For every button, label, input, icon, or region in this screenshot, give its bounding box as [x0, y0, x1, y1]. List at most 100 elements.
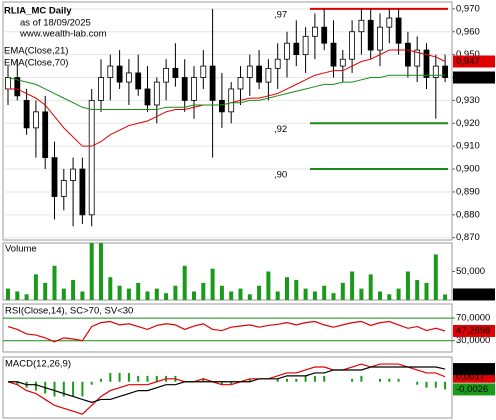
legend-entry: EMA(Close,21) [4, 46, 68, 57]
candle-body [265, 67, 272, 83]
level-label: ,90 [274, 170, 287, 181]
candle-body [116, 65, 123, 83]
candle-body [98, 77, 104, 101]
volume-bar [387, 294, 392, 300]
candle-body [153, 81, 160, 106]
volume-bar [340, 282, 345, 300]
histogram-bar [286, 378, 288, 382]
volume-bar [210, 268, 215, 300]
candle-body [228, 88, 235, 113]
value-label: 9,698 [456, 289, 480, 300]
y-tick-label: 0,920 [456, 118, 480, 129]
histogram-bar [230, 381, 233, 385]
level-label: ,97 [274, 9, 287, 20]
volume-bar [117, 285, 122, 300]
histogram-bar [323, 375, 326, 382]
legend-entry: EMA(Close,70) [4, 58, 68, 69]
volume-bar [405, 271, 410, 300]
volume-bar [15, 291, 20, 300]
candle-body [181, 77, 188, 101]
histogram-bar [100, 378, 102, 382]
volume-bar [359, 288, 364, 300]
histogram-bar [72, 381, 75, 397]
candle-body [274, 58, 281, 69]
volume-bar [257, 285, 262, 300]
volume-bar [322, 285, 327, 300]
volume-bar [443, 294, 448, 300]
chart-title: RLIA_MC Daily [4, 6, 72, 17]
volume-bar [89, 243, 94, 300]
histogram-bar [90, 381, 93, 385]
value-label-box [453, 324, 495, 337]
candle-body [88, 100, 95, 216]
candle-body [284, 42, 290, 60]
candle-body [395, 17, 402, 44]
histogram-bar [313, 375, 316, 382]
candle-body [42, 111, 49, 159]
volume-bar [219, 285, 224, 300]
candle-body [423, 49, 430, 78]
value-label: 0,0017 [456, 371, 485, 382]
histogram-bar [202, 378, 205, 382]
value-label: 0,940 [456, 72, 480, 83]
value-label-box [453, 71, 495, 84]
volume-bar [294, 280, 299, 300]
candle-body [144, 88, 151, 106]
candle-body [107, 65, 114, 78]
histogram-bar [379, 378, 381, 382]
indicator-line [8, 366, 446, 404]
histogram-bar [295, 378, 298, 382]
volume-bar [285, 277, 289, 300]
candle-body [432, 65, 439, 78]
candle-body [70, 168, 76, 181]
candle-body [293, 42, 300, 56]
candle-body [163, 67, 170, 83]
candle-body [79, 168, 86, 216]
histogram-bar [62, 381, 65, 397]
histogram-bar [16, 381, 19, 385]
candle-body [60, 180, 67, 197]
y-tick-label: 50,000 [456, 266, 485, 277]
histogram-bar [248, 378, 251, 382]
histogram-bar [360, 375, 363, 382]
volume-bar [312, 291, 317, 300]
volume-bar [136, 282, 141, 300]
candle-body [191, 77, 197, 101]
panel-title: MACD(12,26,9) [5, 359, 71, 370]
histogram-bar [146, 375, 149, 382]
candle-body [135, 72, 142, 90]
volume-bar [266, 271, 271, 300]
value-label: 0,947 [456, 56, 480, 67]
candle-body [442, 65, 449, 78]
volume-bar [368, 274, 373, 300]
candle-body [404, 42, 411, 67]
candle-body [311, 26, 318, 37]
histogram-bar [118, 372, 121, 382]
volume-bar [415, 280, 420, 300]
value-label: 47,2898 [456, 325, 490, 336]
volume-bar [275, 291, 280, 300]
candle-body [237, 77, 244, 90]
histogram-bar [425, 381, 428, 388]
histogram-bar [137, 375, 140, 382]
candle-body [126, 72, 132, 83]
volume-bar [71, 280, 76, 300]
y-tick-label: 0,930 [456, 95, 480, 106]
candle-body [414, 49, 421, 67]
candle-body [330, 42, 337, 67]
value-label: 0,0043 [456, 364, 485, 375]
histogram-bar [81, 381, 84, 397]
volume-bar [99, 243, 103, 300]
volume-bar [61, 288, 66, 300]
volume-bar [229, 291, 234, 300]
volume-bar [396, 288, 401, 300]
volume-bar [173, 285, 178, 300]
subtitle: as of 18/09/2025 [20, 18, 91, 29]
candle-body [5, 77, 11, 90]
volume-bar [145, 291, 150, 300]
histogram-bar [416, 381, 419, 385]
volume-bar [378, 291, 382, 300]
value-label: -0,0026 [456, 384, 488, 395]
value-label-box [453, 383, 495, 396]
